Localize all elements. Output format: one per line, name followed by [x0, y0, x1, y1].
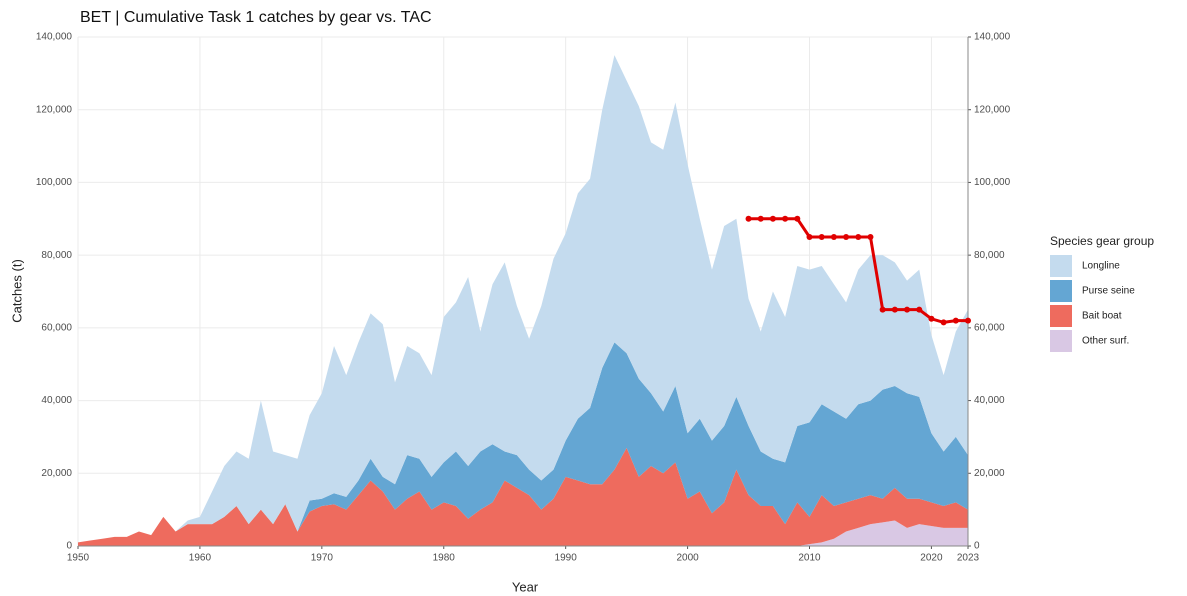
legend-key — [1050, 330, 1072, 352]
y-tick-label: 140,000 — [36, 32, 73, 43]
x-tick-label: 2020 — [920, 553, 943, 564]
tac-point — [928, 315, 935, 322]
chart-title: BET | Cumulative Task 1 catches by gear … — [80, 9, 432, 26]
tac-point — [782, 215, 789, 222]
legend-key — [1050, 280, 1072, 302]
legend-key — [1050, 305, 1072, 327]
y-axis-label: Catches (t) — [9, 259, 24, 323]
y-tick-label: 80,000 — [41, 250, 72, 261]
y2-tick-label: 100,000 — [974, 177, 1011, 188]
tac-point — [769, 215, 776, 222]
x-tick-label: 1960 — [189, 553, 212, 564]
tac-point — [843, 233, 850, 240]
y-tick-label: 0 — [66, 541, 72, 552]
legend-label: Bait boat — [1082, 311, 1122, 322]
y-tick-label: 40,000 — [41, 395, 72, 406]
tac-point — [916, 306, 923, 313]
x-tick-label: 1980 — [433, 553, 456, 564]
legend-label: Other surf. — [1082, 336, 1129, 347]
y2-tick-label: 120,000 — [974, 104, 1011, 115]
tac-point — [830, 233, 837, 240]
tac-point — [952, 317, 959, 324]
legend-title: Species gear group — [1050, 234, 1154, 248]
x-tick-label: 1970 — [311, 553, 334, 564]
tac-point — [745, 215, 752, 222]
area — [78, 55, 968, 543]
tac-point — [757, 215, 764, 222]
y2-tick-label: 140,000 — [974, 32, 1011, 43]
y2-tick-label: 80,000 — [974, 250, 1005, 261]
tac-point — [806, 233, 813, 240]
y2-tick-label: 20,000 — [974, 468, 1005, 479]
legend-key — [1050, 255, 1072, 277]
y-tick-label: 60,000 — [41, 322, 72, 333]
tac-point — [965, 317, 971, 324]
x-tick-label: 1950 — [67, 553, 90, 564]
area — [78, 447, 968, 546]
tac-point — [891, 306, 898, 313]
y-tick-label: 20,000 — [41, 468, 72, 479]
tac-point — [940, 319, 947, 326]
x-tick-label: 2023 — [957, 553, 980, 564]
y2-tick-label: 40,000 — [974, 395, 1005, 406]
tac-point — [904, 306, 911, 313]
y2-tick-label: 0 — [974, 541, 980, 552]
x-axis-label: Year — [512, 579, 539, 594]
y-tick-label: 120,000 — [36, 104, 73, 115]
tac-point — [794, 215, 801, 222]
tac-point — [867, 233, 874, 240]
y-tick-label: 100,000 — [36, 177, 73, 188]
legend-label: Purse seine — [1082, 286, 1135, 297]
area — [78, 520, 968, 546]
tac-point — [855, 233, 862, 240]
x-tick-label: 1990 — [555, 553, 578, 564]
tac-point — [818, 233, 825, 240]
legend-label: Longline — [1082, 261, 1120, 272]
y2-tick-label: 60,000 — [974, 322, 1005, 333]
tac-point — [879, 306, 886, 313]
x-tick-label: 2000 — [676, 553, 699, 564]
x-tick-label: 2010 — [798, 553, 821, 564]
